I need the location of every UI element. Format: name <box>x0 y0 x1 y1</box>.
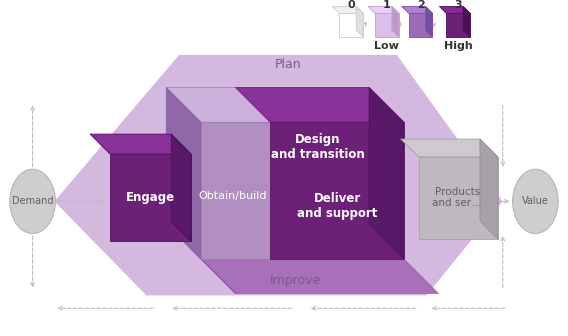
Text: Low: Low <box>374 41 399 51</box>
Polygon shape <box>340 13 363 37</box>
Polygon shape <box>369 88 404 259</box>
Polygon shape <box>419 157 498 239</box>
Polygon shape <box>201 122 270 259</box>
Polygon shape <box>166 88 201 259</box>
Text: Demand: Demand <box>12 197 53 206</box>
Text: 1: 1 <box>383 0 391 10</box>
Polygon shape <box>110 154 191 241</box>
Polygon shape <box>332 6 363 13</box>
Polygon shape <box>446 13 470 37</box>
Polygon shape <box>409 13 432 37</box>
Polygon shape <box>171 134 191 241</box>
Text: Plan: Plan <box>275 58 301 71</box>
Text: Engage: Engage <box>126 191 175 204</box>
Polygon shape <box>402 6 432 13</box>
Text: High: High <box>444 41 473 51</box>
Text: Obtain/build: Obtain/build <box>198 192 267 202</box>
Polygon shape <box>55 55 503 295</box>
Polygon shape <box>480 139 498 239</box>
Polygon shape <box>463 6 470 37</box>
Polygon shape <box>392 6 399 37</box>
Text: 3: 3 <box>454 0 462 10</box>
Polygon shape <box>166 224 236 293</box>
Polygon shape <box>440 6 470 13</box>
Polygon shape <box>166 88 404 122</box>
Ellipse shape <box>513 169 558 234</box>
Text: Improve: Improve <box>269 274 320 287</box>
Text: 0: 0 <box>348 0 355 10</box>
Polygon shape <box>401 139 498 157</box>
Polygon shape <box>236 88 404 122</box>
Polygon shape <box>356 6 363 37</box>
Ellipse shape <box>10 169 55 234</box>
Polygon shape <box>270 122 404 259</box>
Text: Products
and ser…: Products and ser… <box>432 186 482 208</box>
Polygon shape <box>425 6 432 37</box>
Text: Value: Value <box>522 197 549 206</box>
Text: 2: 2 <box>417 0 424 10</box>
Polygon shape <box>368 6 399 13</box>
Polygon shape <box>375 13 399 37</box>
Polygon shape <box>201 259 438 293</box>
Polygon shape <box>90 134 191 154</box>
Text: Design
and transition: Design and transition <box>271 133 365 161</box>
Text: Deliver
and support: Deliver and support <box>297 192 378 220</box>
